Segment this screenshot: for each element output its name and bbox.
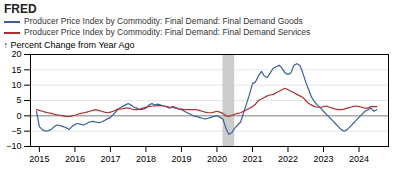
svg-text:2018: 2018 bbox=[136, 154, 156, 164]
svg-text:2019: 2019 bbox=[171, 154, 191, 164]
html-text:Producer Price Index by Commod: Producer Price Index by Commodity: Final… bbox=[24, 16, 303, 26]
svg-text:2017: 2017 bbox=[100, 154, 120, 164]
svg-text:−10: −10 bbox=[6, 141, 21, 151]
html-text:Producer Price Index by Commod: Producer Price Index by Commodity: Final… bbox=[24, 27, 311, 37]
svg-text:2024: 2024 bbox=[349, 154, 369, 164]
svg-text:2022: 2022 bbox=[278, 154, 298, 164]
svg-text:−5: −5 bbox=[11, 126, 21, 136]
svg-text:2021: 2021 bbox=[242, 154, 262, 164]
svg-text:↑ Percent Change from Year Ago: ↑ Percent Change from Year Ago bbox=[4, 40, 135, 50]
svg-text:20: 20 bbox=[11, 49, 21, 59]
svg-text:15: 15 bbox=[11, 65, 21, 75]
svg-text:2020: 2020 bbox=[207, 154, 227, 164]
svg-text:5: 5 bbox=[16, 95, 21, 105]
svg-text:2015: 2015 bbox=[29, 154, 49, 164]
html-text:FRED: FRED bbox=[4, 2, 37, 16]
svg-text:10: 10 bbox=[11, 80, 21, 90]
svg-text:0: 0 bbox=[16, 111, 21, 121]
svg-text:2023: 2023 bbox=[313, 154, 333, 164]
svg-text:2016: 2016 bbox=[65, 154, 85, 164]
